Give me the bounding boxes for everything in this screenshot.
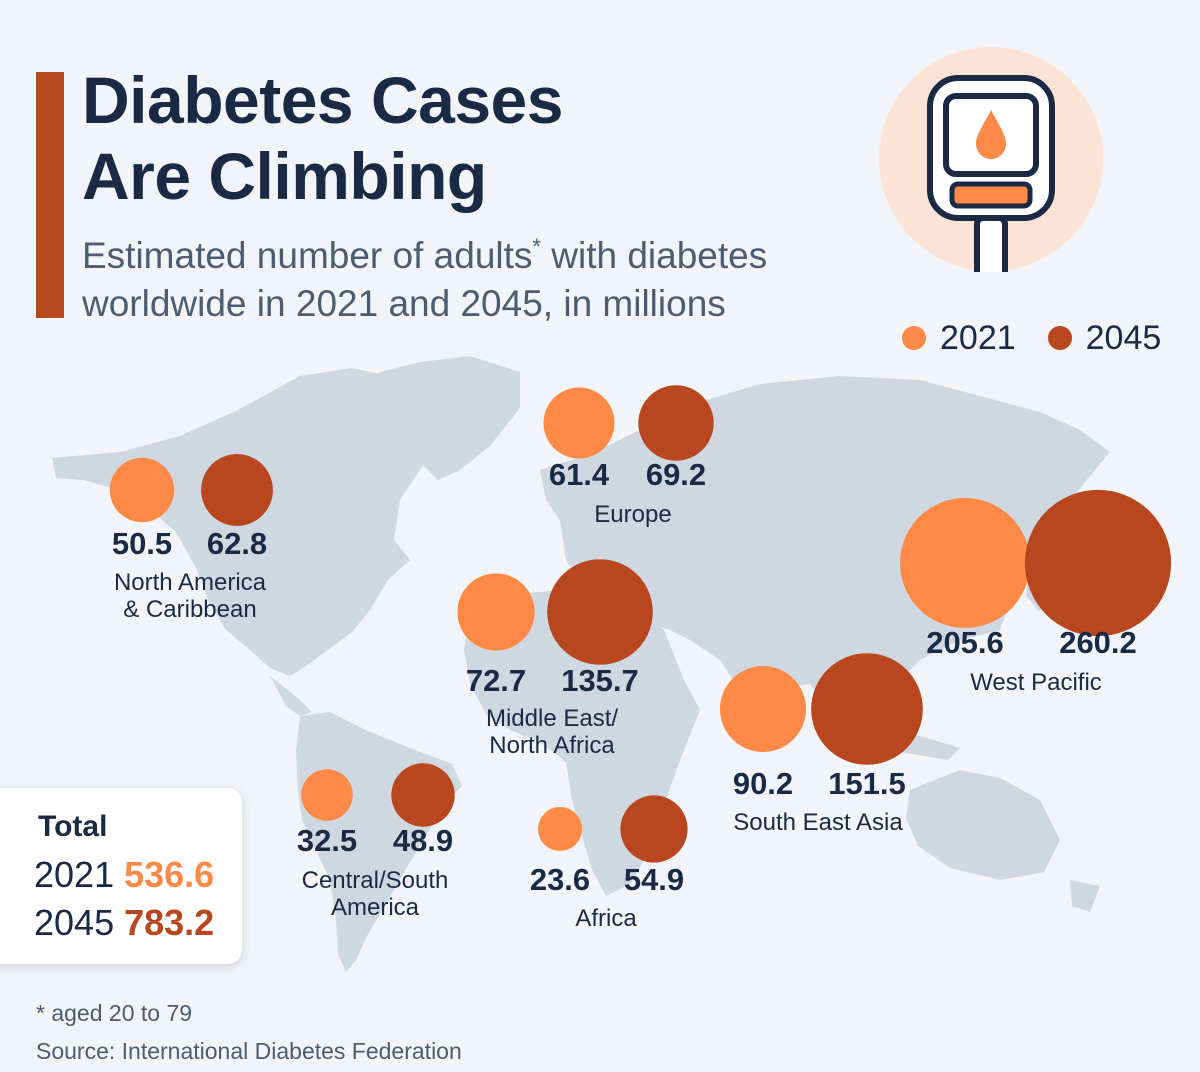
- region-label-europe: Europe: [594, 501, 671, 528]
- bubble-europe-2045: [638, 385, 714, 461]
- region-label-south-east-asia: South East Asia: [733, 809, 903, 836]
- bubble-north-america-caribbean-2045: [201, 454, 273, 526]
- totals-year: 2021: [34, 854, 115, 895]
- value-label-west-pacific-2045: 260.2: [1059, 625, 1137, 660]
- totals-card: Total 2021 536.6 2045 783.2: [0, 788, 242, 964]
- totals-row-2045: 2045 783.2: [34, 902, 214, 944]
- title-line-2: Are Climbing: [82, 139, 487, 213]
- totals-value: 536.6: [124, 854, 215, 895]
- value-label-africa-2045: 54.9: [624, 862, 684, 897]
- region-label-central-south-america: Central/South: [302, 867, 449, 894]
- subtitle: Estimated number of adults* with diabete…: [82, 232, 882, 328]
- glucose-meter-icon: [878, 46, 1104, 281]
- value-label-central-south-america-2021: 32.5: [297, 823, 357, 858]
- accent-bar: [36, 72, 64, 318]
- region-label-north-america-caribbean: North America: [114, 569, 267, 596]
- value-label-middle-east-north-africa-2021: 72.7: [466, 663, 526, 698]
- bubble-middle-east-north-africa-2021: [457, 573, 535, 651]
- region-label-central-south-america: America: [331, 894, 420, 921]
- legend-label-2045: 2045: [1085, 318, 1162, 357]
- legend: 2021 2045: [902, 318, 1161, 358]
- region-label-west-pacific: West Pacific: [970, 669, 1102, 696]
- totals-title: Total: [38, 810, 108, 843]
- value-label-north-america-caribbean-2045: 62.8: [207, 526, 267, 561]
- value-label-central-south-america-2045: 48.9: [393, 823, 453, 858]
- region-label-north-america-caribbean: & Caribbean: [123, 596, 256, 623]
- bubble-west-pacific-2021: [900, 498, 1030, 628]
- legend-item-2021: 2021: [902, 319, 1016, 358]
- value-label-europe-2021: 61.4: [549, 457, 610, 492]
- bubble-central-south-america-2045: [391, 763, 455, 827]
- totals-year: 2045: [34, 902, 115, 943]
- legend-label-2021: 2021: [940, 318, 1016, 357]
- totals-row-2021: 2021 536.6: [34, 854, 214, 896]
- bubble-south-east-asia-2045: [811, 653, 923, 765]
- value-label-europe-2045: 69.2: [646, 457, 706, 492]
- subtitle-text-b: with diabetes: [540, 235, 768, 276]
- legend-dot-2045: [1047, 326, 1072, 350]
- bubble-central-south-america-2021: [301, 769, 353, 821]
- bubble-africa-2045: [620, 795, 688, 863]
- subtitle-line-2: worldwide in 2021 and 2045, in millions: [82, 283, 726, 324]
- subtitle-asterisk: *: [532, 234, 541, 259]
- region-label-africa: Africa: [575, 905, 637, 932]
- footnote: * aged 20 to 79: [36, 1000, 193, 1026]
- value-label-middle-east-north-africa-2045: 135.7: [561, 663, 639, 698]
- value-label-africa-2021: 23.6: [530, 862, 590, 897]
- page-title: Diabetes Cases Are Climbing: [82, 62, 563, 214]
- value-label-north-america-caribbean-2021: 50.5: [112, 526, 172, 561]
- bubble-africa-2021: [538, 807, 582, 851]
- subtitle-line-1: Estimated number of adults* with diabete…: [82, 232, 882, 280]
- source-text: Source: International Diabetes Federatio…: [36, 1038, 462, 1064]
- legend-dot-2021: [902, 326, 926, 350]
- totals-value: 783.2: [124, 902, 215, 943]
- subtitle-text-a: Estimated number of adults: [82, 235, 533, 276]
- region-label-middle-east-north-africa: North Africa: [489, 732, 615, 759]
- legend-item-2045: 2045: [1047, 318, 1162, 358]
- title-line-1: Diabetes Cases: [82, 63, 563, 137]
- bubble-layer: [109, 385, 1172, 863]
- value-label-south-east-asia-2045: 151.5: [828, 766, 906, 801]
- value-label-south-east-asia-2021: 90.2: [733, 766, 793, 801]
- value-label-west-pacific-2021: 205.6: [926, 625, 1004, 660]
- bubble-west-pacific-2045: [1024, 489, 1172, 637]
- bubble-south-east-asia-2021: [720, 666, 806, 752]
- bubble-north-america-caribbean-2021: [109, 457, 175, 523]
- label-layer: 50.5 62.8 North America& Caribbean 61.4 69.2…: [112, 457, 1137, 932]
- region-label-middle-east-north-africa: Middle East/: [486, 705, 618, 732]
- bubble-middle-east-north-africa-2045: [547, 559, 653, 665]
- bubble-europe-2021: [543, 387, 615, 459]
